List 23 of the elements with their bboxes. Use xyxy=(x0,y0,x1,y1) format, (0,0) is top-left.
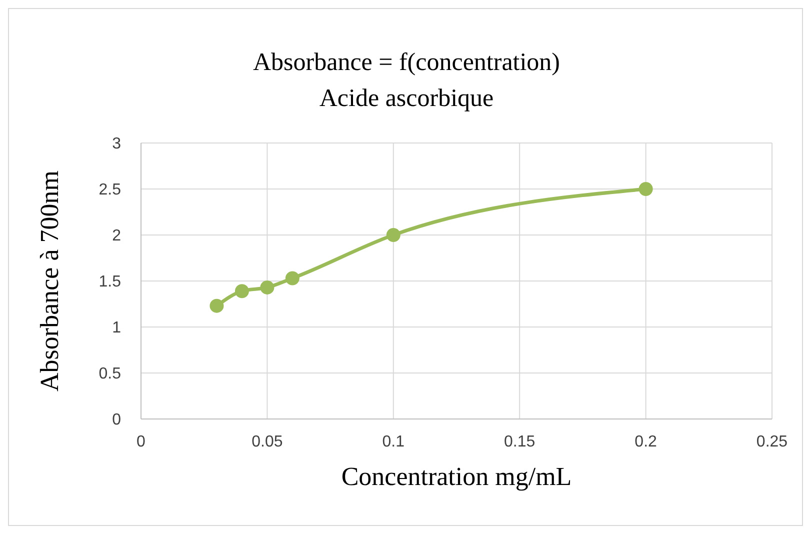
y-tick-label: 2.5 xyxy=(98,182,122,199)
chart-title: Absorbance = f(concentration) xyxy=(252,48,562,78)
y-tick-label: 1.5 xyxy=(98,274,122,291)
x-tick-label: 0.1 xyxy=(382,433,405,450)
chart-subtitle: Acide ascorbique xyxy=(318,84,495,114)
x-tick-label: 0.2 xyxy=(634,433,658,450)
x-tick-label: 0.25 xyxy=(756,433,788,450)
y-tick-label: 1 xyxy=(112,320,122,337)
x-tick-label: 0.05 xyxy=(252,433,283,450)
y-tick-label: 3 xyxy=(112,136,122,153)
point xyxy=(386,228,400,242)
point xyxy=(638,182,653,196)
x-axis-title: Concentration mg/mL xyxy=(341,462,572,491)
point xyxy=(260,280,274,294)
y-tick-label: 2 xyxy=(112,228,122,245)
x-tick-label: 0 xyxy=(136,433,146,450)
y-tick-label: 0.5 xyxy=(98,366,122,383)
point xyxy=(210,298,224,313)
y-axis-title: Absorbance à 700nm xyxy=(35,170,64,392)
point xyxy=(234,284,249,298)
point xyxy=(285,271,300,286)
y-tick-label: 0 xyxy=(112,412,122,429)
x-tick-label: 0.15 xyxy=(504,433,536,450)
